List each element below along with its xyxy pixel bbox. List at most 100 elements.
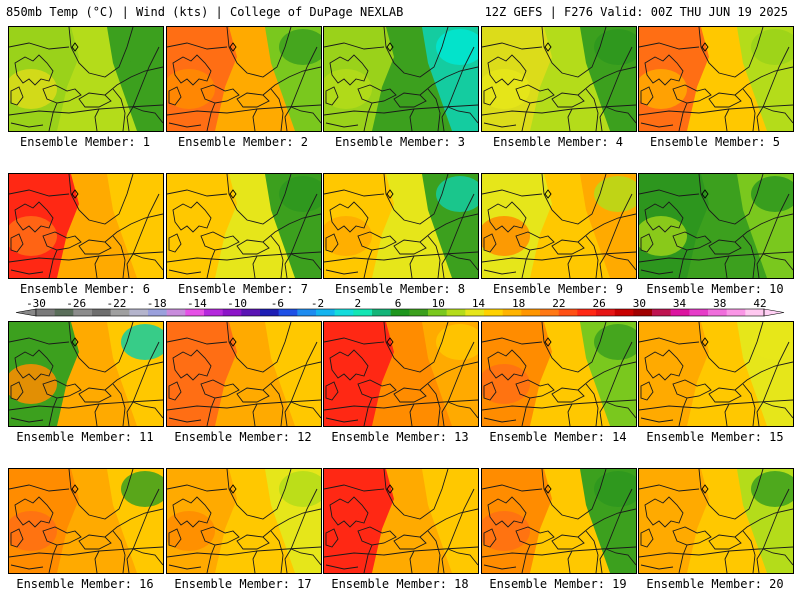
ensemble-member-map — [166, 173, 322, 279]
colorbar-swatch — [73, 309, 93, 316]
ensemble-member-label: Ensemble Member: 12 — [174, 430, 312, 444]
ensemble-member-map — [8, 321, 164, 427]
colorbar-tick-label: 34 — [672, 297, 687, 310]
colorbar-swatch — [446, 309, 466, 316]
ensemble-member-map — [166, 26, 322, 132]
ensemble-member-map — [481, 321, 637, 427]
ensemble-member-map — [323, 173, 479, 279]
colorbar-swatch — [334, 309, 354, 316]
ensemble-member-map — [323, 321, 479, 427]
ensemble-member-map — [481, 26, 637, 132]
colorbar-swatch — [484, 309, 503, 316]
colorbar-swatch — [185, 309, 205, 316]
colorbar-swatch — [278, 309, 298, 316]
ensemble-member-label: Ensemble Member: 8 — [334, 282, 466, 296]
colorbar-tick-label: 38 — [713, 297, 727, 310]
colorbar-tick-label: -30 — [26, 297, 46, 310]
colorbar-swatch — [297, 309, 317, 316]
colorbar-swatch — [670, 309, 690, 316]
colorbar-swatch — [372, 309, 391, 316]
ensemble-member-label: Ensemble Member: 18 — [331, 577, 469, 591]
model-run-info: 12Z GEFS | F276 Valid: 00Z THU JUN 19 20… — [484, 5, 788, 19]
ensemble-member-label: Ensemble Member: 11 — [16, 430, 154, 444]
colorbar-tick-label: 30 — [632, 297, 646, 310]
colorbar-tick-label: -2 — [310, 297, 325, 310]
colorbar-swatch — [614, 309, 634, 316]
colorbar-swatch — [54, 309, 74, 316]
colorbar-swatch — [428, 309, 447, 316]
colorbar-swatch — [708, 309, 727, 316]
ensemble-member-label: Ensemble Member: 5 — [649, 135, 781, 149]
ensemble-member-label: Ensemble Member: 7 — [177, 282, 309, 296]
colorbar-swatch — [390, 309, 410, 316]
colorbar-swatch — [110, 309, 130, 316]
colorbar-tick-label: -22 — [106, 297, 127, 310]
ensemble-member-map — [638, 26, 794, 132]
colorbar-tick-label: 14 — [471, 297, 486, 310]
colorbar-low-arrow — [15, 308, 37, 317]
ensemble-member-label: Ensemble Member: 3 — [334, 135, 466, 149]
colorbar-tick-label: 42 — [753, 297, 767, 310]
colorbar-tick-label: -10 — [227, 297, 248, 310]
temperature-colorbar — [15, 308, 785, 317]
colorbar-swatch — [745, 309, 765, 316]
ensemble-member-map — [8, 26, 164, 132]
colorbar-swatch — [465, 309, 485, 316]
colorbar-tick-label: 6 — [394, 297, 402, 310]
colorbar-swatch — [166, 309, 186, 316]
ensemble-member-map — [8, 173, 164, 279]
ensemble-member-map — [8, 468, 164, 574]
colorbar-tick-label: 22 — [552, 297, 566, 310]
ensemble-member-map — [638, 468, 794, 574]
colorbar-tick-label: 18 — [512, 297, 526, 310]
ensemble-member-label: Ensemble Member: 9 — [492, 282, 624, 296]
colorbar-swatch — [652, 309, 671, 316]
colorbar-tick-label: -6 — [270, 297, 284, 310]
ensemble-member-map — [323, 468, 479, 574]
colorbar-swatch — [521, 309, 541, 316]
colorbar-swatch — [353, 309, 373, 316]
ensemble-member-map — [638, 321, 794, 427]
ensemble-member-label: Ensemble Member: 6 — [19, 282, 151, 296]
colorbar-tick-label: 2 — [354, 297, 362, 310]
colorbar-swatch — [577, 309, 597, 316]
ensemble-member-label: Ensemble Member: 14 — [489, 430, 627, 444]
ensemble-member-label: Ensemble Member: 16 — [16, 577, 154, 591]
ensemble-member-label: Ensemble Member: 4 — [492, 135, 624, 149]
ensemble-member-label: Ensemble Member: 13 — [331, 430, 469, 444]
ensemble-member-map — [481, 468, 637, 574]
colorbar-swatch — [241, 309, 261, 316]
ensemble-member-label: Ensemble Member: 2 — [177, 135, 309, 149]
colorbar-swatch — [558, 309, 578, 316]
ensemble-member-map — [638, 173, 794, 279]
colorbar-tick-label: -14 — [186, 297, 207, 310]
colorbar-swatch — [316, 309, 335, 316]
colorbar-swatch — [129, 309, 149, 316]
colorbar-swatch — [689, 309, 709, 316]
ensemble-member-label: Ensemble Member: 10 — [646, 282, 784, 296]
ensemble-member-map — [323, 26, 479, 132]
colorbar-swatch — [204, 309, 223, 316]
ensemble-member-label: Ensemble Member: 19 — [489, 577, 627, 591]
colorbar-swatch — [596, 309, 615, 316]
colorbar-swatch — [540, 309, 559, 316]
colorbar-swatch — [260, 309, 279, 316]
map-title: 850mb Temp (°C) | Wind (kts) | College o… — [6, 5, 404, 19]
colorbar-swatch — [222, 309, 242, 316]
colorbar-high-arrow — [763, 308, 785, 317]
ensemble-member-label: Ensemble Member: 1 — [19, 135, 151, 149]
colorbar-swatch — [633, 309, 653, 316]
colorbar-swatch — [92, 309, 111, 316]
colorbar-tick-label: -18 — [146, 297, 167, 310]
ensemble-member-map — [481, 173, 637, 279]
colorbar-tick-label: 10 — [431, 297, 445, 310]
ensemble-member-map — [166, 468, 322, 574]
colorbar-swatch — [409, 309, 429, 316]
ensemble-member-map — [166, 321, 322, 427]
colorbar-tick-label: -26 — [66, 297, 87, 310]
colorbar-swatch — [726, 309, 746, 316]
ensemble-member-label: Ensemble Member: 17 — [174, 577, 312, 591]
colorbar-swatch — [148, 309, 167, 316]
ensemble-member-label: Ensemble Member: 15 — [646, 430, 784, 444]
colorbar-tick-label: 26 — [592, 297, 606, 310]
